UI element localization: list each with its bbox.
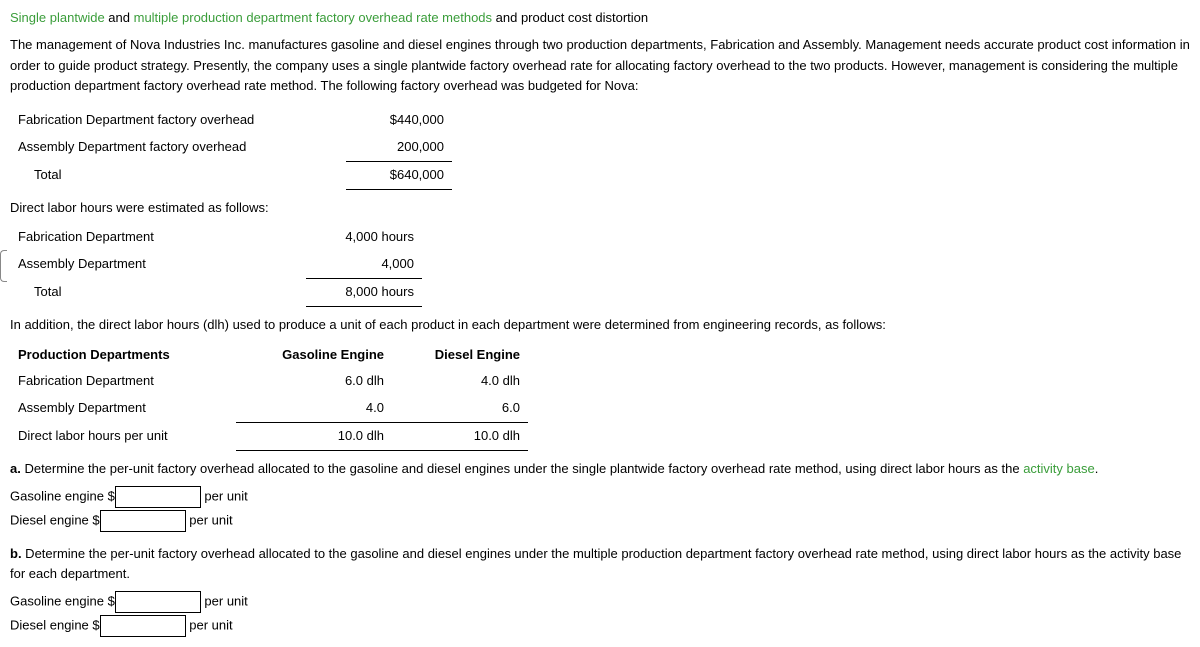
table-row: Fabrication Department 6.0 dlh 4.0 dlh <box>10 368 528 395</box>
diesel-engine-a-input[interactable] <box>100 510 186 532</box>
diesel-engine-b-label: Diesel engine $ <box>10 618 100 633</box>
activity-base-link: activity base <box>1023 461 1095 476</box>
table-row: Assembly Department factory overhead 200… <box>10 134 452 161</box>
per-unit-text: per unit <box>186 512 233 527</box>
question-b-label: b. <box>10 546 22 561</box>
diesel-engine-a-label: Diesel engine $ <box>10 512 100 527</box>
per-unit-text: per unit <box>186 618 233 633</box>
gasoline-engine-a-input[interactable] <box>115 486 201 508</box>
engrec-intro: In addition, the direct labor hours (dlh… <box>10 315 1190 336</box>
dlh-table: Fabrication Department 4,000 hours Assem… <box>10 224 422 306</box>
diesel-engine-b-input[interactable] <box>100 615 186 637</box>
table-row: Assembly Department 4,000 <box>10 251 422 278</box>
page-title: Single plantwide and multiple production… <box>10 8 1190 29</box>
question-a: a. Determine the per-unit factory overhe… <box>10 459 1190 480</box>
per-unit-text: per unit <box>201 488 248 503</box>
table-row: Fabrication Department factory overhead … <box>10 107 452 134</box>
per-unit-text: per unit <box>201 594 248 609</box>
page-edge-bracket <box>0 250 7 282</box>
table-row: Total $640,000 <box>10 161 452 189</box>
table-row: Total 8,000 hours <box>10 278 422 306</box>
gasoline-engine-b-input[interactable] <box>115 591 201 613</box>
dlh-intro: Direct labor hours were estimated as fol… <box>10 198 1190 219</box>
question-a-label: a. <box>10 461 21 476</box>
title-link-2: multiple production department factory o… <box>134 10 492 25</box>
question-b: b. Determine the per-unit factory overhe… <box>10 544 1190 586</box>
gasoline-engine-b-label: Gasoline engine $ <box>10 594 115 609</box>
overhead-table: Fabrication Department factory overhead … <box>10 107 452 189</box>
gasoline-engine-a-label: Gasoline engine $ <box>10 488 115 503</box>
dept-table: Production Departments Gasoline Engine D… <box>10 342 528 451</box>
intro-paragraph: The management of Nova Industries Inc. m… <box>10 35 1190 97</box>
title-link-1: Single plantwide <box>10 10 105 25</box>
table-row: Production Departments Gasoline Engine D… <box>10 342 528 369</box>
table-row: Direct labor hours per unit 10.0 dlh 10.… <box>10 422 528 450</box>
table-row: Fabrication Department 4,000 hours <box>10 224 422 251</box>
table-row: Assembly Department 4.0 6.0 <box>10 395 528 422</box>
